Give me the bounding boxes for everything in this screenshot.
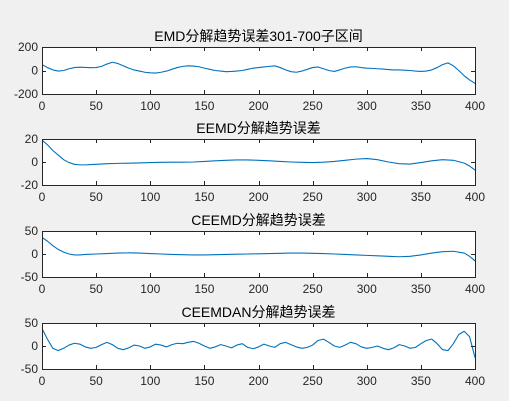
x-tick-label: 400: [465, 99, 485, 113]
x-tick-label: 300: [357, 190, 377, 204]
series-line-1: [42, 236, 475, 262]
subplot-title: CEEMD分解趋势误差: [191, 212, 326, 228]
x-tick-label: 100: [140, 374, 160, 388]
x-tick-label: 0: [39, 374, 46, 388]
x-tick-label: 250: [303, 282, 323, 296]
x-tick-label: 250: [303, 99, 323, 113]
x-tick-label: 350: [411, 190, 431, 204]
y-tick-label: 200: [18, 40, 38, 54]
x-tick-label: 150: [194, 99, 214, 113]
x-tick-label: 200: [248, 99, 268, 113]
x-tick-label: 0: [39, 99, 46, 113]
x-tick-label: 250: [303, 190, 323, 204]
subplot-title: CEEMDAN分解趋势误差: [181, 304, 335, 320]
x-tick-label: 50: [89, 374, 103, 388]
x-tick-label: 100: [140, 99, 160, 113]
x-tick-label: 300: [357, 99, 377, 113]
x-tick-label: 150: [194, 282, 214, 296]
y-tick-label: 0: [31, 64, 38, 78]
plot-area: [42, 139, 475, 185]
x-tick-label: 200: [248, 282, 268, 296]
x-tick-label: 400: [465, 282, 485, 296]
x-tick-label: 400: [465, 374, 485, 388]
x-tick-label: 400: [465, 190, 485, 204]
y-tick-label: -50: [21, 270, 39, 284]
x-tick-label: 150: [194, 374, 214, 388]
y-tick-label: 0: [31, 247, 38, 261]
x-tick-label: 150: [194, 190, 214, 204]
x-tick-label: 0: [39, 282, 46, 296]
subplot-title: EMD分解趋势误差301-700子区间: [154, 28, 363, 44]
x-tick-label: 200: [248, 190, 268, 204]
subplot-1: 0 50 100 150 200 250 300 350 4002000-200EMD分解趋势误…: [14, 28, 485, 113]
plot-area: [42, 323, 475, 369]
x-tick-label: 100: [140, 190, 160, 204]
y-tick-label: 0: [31, 339, 38, 353]
subplot-title: EEMD分解趋势误差: [196, 120, 320, 136]
series-line-1: [42, 327, 475, 359]
y-tick-label: -200: [14, 87, 38, 101]
y-tick-label: 50: [25, 316, 39, 330]
x-tick-label: 250: [303, 374, 323, 388]
x-tick-label: 100: [140, 282, 160, 296]
y-tick-label: -50: [21, 362, 39, 376]
y-tick-label: 20: [25, 132, 39, 146]
x-tick-label: 200: [248, 374, 268, 388]
x-tick-label: 350: [411, 282, 431, 296]
x-tick-label: 300: [357, 282, 377, 296]
x-tick-label: 50: [89, 99, 103, 113]
subplot-3: 0 50 100 150 200 250 300 350 400500-50CEEMD分解趋势误…: [21, 212, 486, 296]
series-line-1: [42, 139, 475, 171]
subplot-4: 0 50 100 150 200 250 300 350 400500-50CEEMDAN分解趋…: [21, 304, 486, 388]
y-tick-label: -20: [21, 178, 39, 192]
x-tick-label: 350: [411, 99, 431, 113]
x-tick-label: 300: [357, 374, 377, 388]
x-tick-label: 50: [89, 282, 103, 296]
y-tick-label: 50: [25, 224, 39, 238]
x-tick-label: 50: [89, 190, 103, 204]
series-line-1: [42, 61, 475, 84]
x-tick-label: 350: [411, 374, 431, 388]
x-tick-label: 0: [39, 190, 46, 204]
y-tick-label: 0: [31, 155, 38, 169]
